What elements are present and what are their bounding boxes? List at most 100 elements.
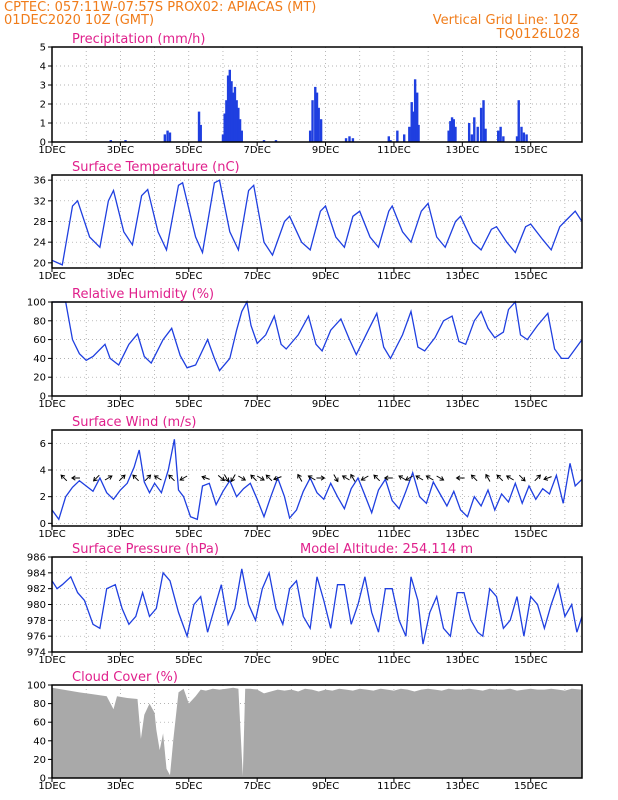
precip-bar bbox=[124, 140, 127, 142]
wind-arrow-head bbox=[496, 474, 502, 480]
pressure-ytick-label: 982 bbox=[27, 584, 46, 595]
wind-arrow-shaft bbox=[308, 475, 316, 481]
precip-bar bbox=[402, 134, 406, 142]
rh-ytick-label: 20 bbox=[33, 373, 46, 384]
wind-arrow bbox=[373, 474, 381, 482]
wind-arrow-head bbox=[230, 477, 236, 483]
rh-xtick-label: 9DEC bbox=[312, 399, 339, 410]
temp-xtick-label: 3DEC bbox=[107, 271, 134, 282]
wind-arrow-head bbox=[92, 476, 98, 482]
wind-ytick-label: 0 bbox=[40, 519, 46, 530]
rh-xtick-label: 3DEC bbox=[107, 399, 134, 410]
wind-arrow bbox=[436, 475, 445, 481]
precip-bar bbox=[314, 86, 317, 142]
pressure-xtick-label: 15DEC bbox=[514, 655, 548, 666]
temp-ytick-label: 24 bbox=[33, 238, 46, 249]
precip-bar bbox=[454, 126, 457, 142]
wind-arrow bbox=[333, 474, 339, 483]
precip-bar bbox=[396, 130, 399, 142]
precip-ytick-label: 5 bbox=[40, 43, 46, 54]
header-date: 01DEC2020 10Z (GMT) bbox=[4, 13, 155, 28]
precip-bar bbox=[450, 117, 454, 142]
temp-ytick-label: 28 bbox=[33, 217, 46, 228]
precip-bar bbox=[415, 92, 419, 142]
temp-xtick-label: 15DEC bbox=[514, 271, 548, 282]
wind-arrow-shaft bbox=[333, 474, 339, 482]
cloud-ytick-label: 100 bbox=[27, 681, 46, 692]
rh-ytick-label: 40 bbox=[33, 354, 46, 365]
wind-arrow bbox=[217, 475, 226, 482]
temp-panel: 20 24 28 32 36 1DEC 3DEC 5DEC 7DEC 9DEC 11DEC 13DEC… bbox=[33, 160, 583, 282]
precip-bar bbox=[348, 136, 351, 142]
precip-bar bbox=[197, 111, 201, 142]
wind-arrow-shaft bbox=[485, 474, 491, 482]
wind-arrow-shaft bbox=[104, 475, 113, 481]
precip-bar bbox=[499, 126, 502, 142]
wind-arrow bbox=[104, 475, 113, 481]
wind-arrow bbox=[297, 473, 303, 482]
wind-arrow-head bbox=[543, 475, 549, 481]
pressure-ytick-label: 984 bbox=[27, 568, 46, 579]
pressure-ytick-label: 976 bbox=[27, 632, 46, 643]
wind-arrow-head bbox=[341, 475, 347, 480]
precip-bar bbox=[525, 134, 528, 142]
precip-bar bbox=[497, 130, 500, 142]
precip-bar bbox=[417, 124, 420, 142]
wind-arrow bbox=[405, 475, 414, 481]
precip-bar bbox=[502, 136, 505, 142]
cloud-panel: 0 20 40 60 80 100 1DEC 3DEC 5DEC 7DEC 9DEC 11DEC 13D… bbox=[27, 670, 583, 792]
precip-bar bbox=[237, 107, 240, 142]
precip-xtick-label: 15DEC bbox=[514, 145, 548, 156]
pressure-ytick-label: 980 bbox=[27, 600, 46, 611]
rh-xtick-label: 1DEC bbox=[38, 399, 65, 410]
temp-ytick-label: 32 bbox=[33, 196, 46, 207]
wind-xtick-label: 7DEC bbox=[243, 529, 270, 540]
wind-arrow-head bbox=[107, 475, 113, 480]
precip-bar bbox=[233, 86, 237, 142]
temp-ytick-label: 20 bbox=[33, 258, 46, 269]
wind-arrow-shaft bbox=[405, 475, 414, 481]
wind-arrow-shaft bbox=[144, 474, 151, 482]
wind-arrow-shaft bbox=[398, 475, 407, 481]
precip-xtick-label: 7DEC bbox=[243, 145, 270, 156]
temp-xtick-label: 9DEC bbox=[312, 271, 339, 282]
precip-bar bbox=[344, 138, 348, 142]
precip-bar bbox=[228, 69, 232, 142]
precip-bar bbox=[230, 81, 233, 142]
wind-arrow-shaft bbox=[543, 476, 552, 480]
wind-arrow bbox=[383, 475, 393, 481]
wind-arrow-shaft bbox=[93, 474, 100, 482]
wind-arrow bbox=[496, 474, 504, 482]
wind-arrow-shaft bbox=[273, 476, 282, 480]
rh-title: Relative Humidity (%) bbox=[72, 287, 214, 302]
precip-bar bbox=[315, 92, 319, 142]
precip-bar bbox=[168, 132, 172, 142]
cloud-area bbox=[52, 687, 582, 778]
wind-arrow-head bbox=[120, 474, 126, 480]
wind-arrow bbox=[92, 474, 100, 482]
precip-bar bbox=[389, 140, 392, 142]
wind-arrow-head bbox=[505, 475, 511, 480]
wind-arrow bbox=[534, 474, 542, 482]
rh-xtick-label: 5DEC bbox=[175, 399, 202, 410]
temp-line bbox=[51, 179, 583, 266]
wind-arrow bbox=[543, 475, 552, 481]
wind-arrow-head bbox=[220, 476, 226, 482]
wind-arrow-head bbox=[470, 474, 476, 480]
wind-arrow-shaft bbox=[238, 475, 246, 481]
wind-arrow-shaft bbox=[471, 474, 478, 482]
wind-xtick-label: 9DEC bbox=[312, 529, 339, 540]
cloud-ytick-label: 80 bbox=[33, 699, 46, 710]
precip-ytick-label: 1 bbox=[40, 119, 46, 130]
wind-arrow-head bbox=[455, 475, 461, 481]
wind-arrow bbox=[256, 475, 265, 481]
wind-arrow-shaft bbox=[250, 474, 257, 482]
wind-arrow-head bbox=[383, 475, 389, 481]
temp-xtick-label: 7DEC bbox=[243, 271, 270, 282]
pressure-ytick-label: 978 bbox=[27, 616, 46, 627]
wind-arrow bbox=[316, 475, 326, 481]
precip-xtick-label: 11DEC bbox=[377, 145, 411, 156]
precip-xtick-label: 1DEC bbox=[38, 145, 65, 156]
wind-arrow bbox=[518, 474, 526, 482]
